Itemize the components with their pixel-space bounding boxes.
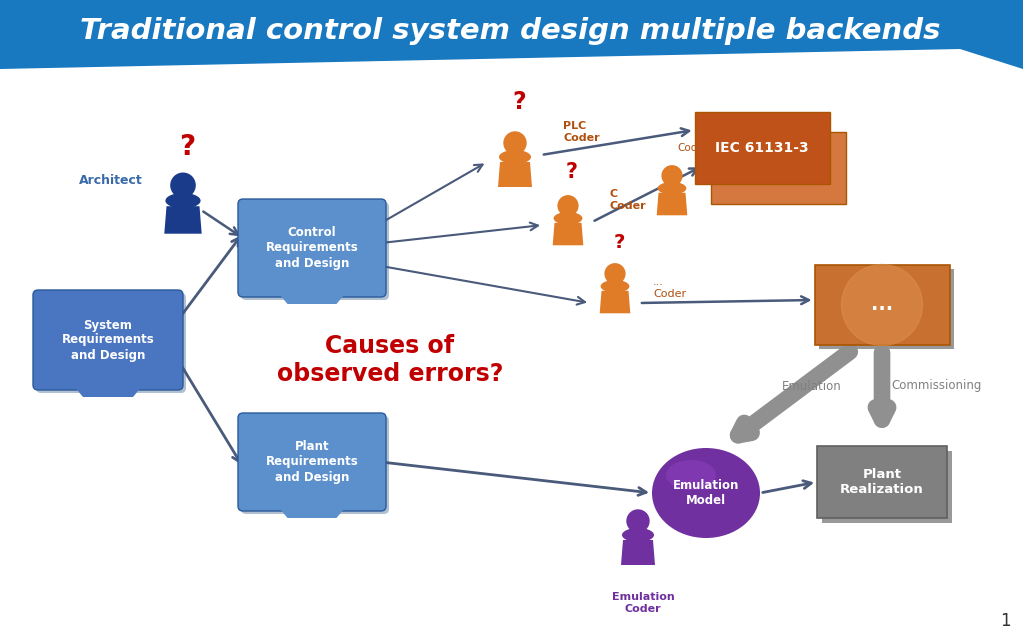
Text: Plant
Realization: Plant Realization	[840, 468, 924, 496]
Circle shape	[605, 264, 625, 284]
Polygon shape	[552, 223, 583, 245]
Ellipse shape	[553, 212, 582, 224]
FancyBboxPatch shape	[33, 290, 183, 390]
FancyBboxPatch shape	[695, 112, 830, 184]
FancyBboxPatch shape	[817, 446, 947, 518]
Circle shape	[504, 132, 526, 154]
Text: ?: ?	[566, 162, 578, 182]
Ellipse shape	[652, 448, 760, 538]
Ellipse shape	[166, 193, 201, 208]
Text: Commissioning: Commissioning	[892, 380, 982, 392]
FancyBboxPatch shape	[822, 451, 952, 523]
Text: PLC
Coder: PLC Coder	[563, 121, 599, 142]
Polygon shape	[165, 206, 202, 234]
Text: ?: ?	[513, 90, 526, 114]
Text: Control
Requirements
and Design: Control Requirements and Design	[266, 226, 358, 270]
FancyBboxPatch shape	[818, 269, 953, 349]
Ellipse shape	[499, 150, 531, 164]
Ellipse shape	[658, 182, 686, 195]
Polygon shape	[277, 292, 347, 304]
Text: ...: ...	[871, 295, 893, 314]
Text: Plant
Requirements
and Design: Plant Requirements and Design	[266, 440, 358, 484]
Text: System
Requirements
and Design: System Requirements and Design	[61, 318, 154, 362]
FancyBboxPatch shape	[238, 199, 386, 297]
Circle shape	[559, 196, 578, 215]
Text: Emulation
Coder: Emulation Coder	[612, 592, 674, 614]
Text: Traditional control system design multiple backends: Traditional control system design multip…	[80, 17, 940, 45]
Text: ?: ?	[179, 133, 195, 161]
Text: IEC 61131-3: IEC 61131-3	[715, 141, 809, 155]
Polygon shape	[599, 291, 630, 313]
Circle shape	[662, 166, 682, 185]
Text: 1: 1	[999, 612, 1011, 630]
Polygon shape	[657, 193, 687, 215]
Text: Architect: Architect	[79, 174, 143, 187]
Polygon shape	[0, 0, 1023, 69]
Circle shape	[171, 173, 195, 197]
Ellipse shape	[666, 460, 716, 490]
Text: ?: ?	[614, 233, 625, 252]
Polygon shape	[73, 385, 143, 397]
Ellipse shape	[601, 280, 629, 293]
Circle shape	[842, 265, 923, 346]
FancyBboxPatch shape	[36, 293, 186, 393]
Text: ...
Coder: ... Coder	[653, 277, 686, 299]
Text: Coder: Coder	[677, 143, 708, 153]
FancyBboxPatch shape	[814, 265, 949, 345]
Polygon shape	[498, 162, 532, 187]
Ellipse shape	[622, 528, 654, 542]
Text: Causes of
observed errors?: Causes of observed errors?	[277, 334, 503, 386]
FancyBboxPatch shape	[241, 416, 389, 514]
Text: Emulation: Emulation	[783, 380, 842, 394]
Text: Emulation
Model: Emulation Model	[673, 479, 740, 507]
Polygon shape	[277, 506, 347, 518]
Circle shape	[627, 510, 649, 532]
FancyBboxPatch shape	[238, 413, 386, 511]
FancyBboxPatch shape	[711, 132, 845, 204]
Polygon shape	[621, 540, 655, 565]
FancyBboxPatch shape	[241, 202, 389, 300]
Text: C
Coder: C Coder	[610, 189, 647, 211]
Text: Coder
C code: Coder C code	[758, 154, 802, 182]
